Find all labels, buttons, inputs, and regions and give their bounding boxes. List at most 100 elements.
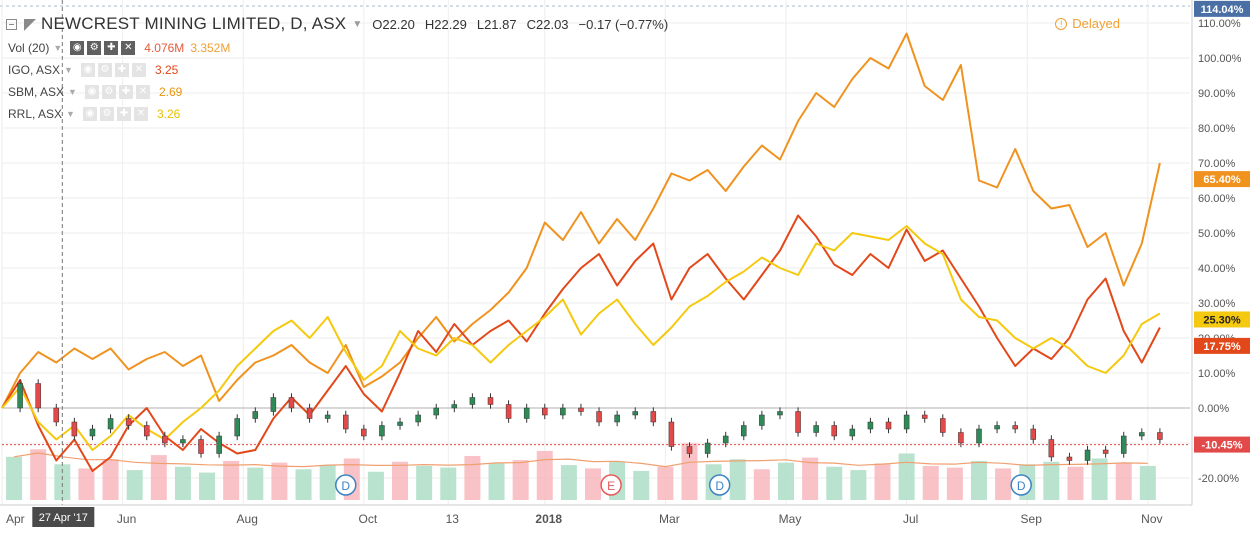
volume-bar xyxy=(585,468,602,500)
volume-bar xyxy=(1115,463,1132,500)
event-circle xyxy=(708,474,731,496)
volume-bar xyxy=(54,464,71,500)
candle-body xyxy=(1157,432,1163,440)
volume-bar xyxy=(319,465,336,500)
y-tick-label: 80.00% xyxy=(1198,123,1236,135)
y-tick-label: -20.00% xyxy=(1198,473,1239,485)
y-tick-label: 50.00% xyxy=(1198,228,1236,240)
volume-bar xyxy=(778,462,794,500)
event-marker: E xyxy=(600,474,622,496)
close-icon[interactable]: ✕ xyxy=(121,41,136,55)
candle-body xyxy=(885,421,892,430)
volume-ma-line xyxy=(14,452,1148,468)
candle-body xyxy=(252,411,259,419)
volume-bar xyxy=(1139,465,1156,500)
collapse-icon[interactable] xyxy=(6,18,17,30)
y-tick-label: 30.00% xyxy=(1198,298,1236,310)
ohlc-high: H22.29 xyxy=(424,16,467,32)
candle-body xyxy=(560,407,566,416)
volume-bar xyxy=(995,468,1012,500)
legend-label[interactable]: SBM, ASX xyxy=(8,85,65,99)
candle-body xyxy=(1084,449,1091,461)
legend-value: 3.26 xyxy=(156,107,181,121)
candle-body xyxy=(107,418,114,430)
eye-icon[interactable]: ◉ xyxy=(70,41,85,55)
x-tick-label: Apr xyxy=(6,512,25,526)
event-marker: D xyxy=(1010,474,1032,496)
legend-row-rrl[interactable]: RRL, ASX ▼ ◉ ⚙ ✚ ✕ 3.26 xyxy=(8,107,180,121)
x-tick-label: Sep xyxy=(1021,512,1043,526)
y-tick-label: 10.00% xyxy=(1198,368,1236,380)
eye-icon[interactable]: ◉ xyxy=(82,107,97,121)
price-change: −0.17 (−0.77%) xyxy=(578,16,669,32)
eye-icon[interactable]: ◉ xyxy=(80,63,95,77)
candle-body xyxy=(343,414,349,430)
event-marker: D xyxy=(335,474,357,496)
legend-value: 3.352M xyxy=(190,41,231,55)
legend-row-igo[interactable]: IGO, ASX ▼ ◉ ⚙ ✚ ✕ 3.25 xyxy=(8,63,178,77)
x-tick-label: 2018 xyxy=(535,512,562,526)
candle-body xyxy=(505,404,512,419)
crosshair-date-label: 27 Apr '17 xyxy=(39,512,88,524)
last-value-label: 65.40% xyxy=(1203,174,1241,186)
volume-bar xyxy=(488,463,505,500)
close-icon[interactable]: ✕ xyxy=(131,63,146,77)
chevron-down-icon[interactable]: ▼ xyxy=(352,18,363,30)
volume-bar xyxy=(681,443,698,500)
candle-body xyxy=(994,425,1000,430)
y-tick-label: 90.00% xyxy=(1198,88,1236,100)
candle-body xyxy=(578,407,584,412)
plus-icon[interactable]: ✚ xyxy=(116,107,131,121)
series-line xyxy=(1,225,1161,451)
volume-bar xyxy=(536,450,553,500)
gear-icon[interactable]: ⚙ xyxy=(97,63,112,77)
candle-body xyxy=(35,383,41,409)
x-tick-label: Oct xyxy=(359,512,378,526)
eye-icon[interactable]: ◉ xyxy=(84,85,99,99)
gear-icon[interactable]: ⚙ xyxy=(87,41,102,55)
event-label: D xyxy=(1017,479,1026,493)
candle-body xyxy=(668,421,675,447)
symbol-title[interactable]: NEWCREST MINING LIMITED, D, ASX xyxy=(41,14,347,33)
plus-icon[interactable]: ✚ xyxy=(118,85,133,99)
chart-header: NEWCREST MINING LIMITED, D, ASX ▼ O22.20… xyxy=(0,0,1190,140)
volume-bar xyxy=(199,472,216,500)
candle-body xyxy=(162,435,168,444)
delayed-indicator[interactable]: ! Delayed xyxy=(1055,16,1120,31)
last-value-label: -10.45% xyxy=(1202,440,1243,452)
y-tick-label: 40.00% xyxy=(1198,263,1236,275)
volume-bar xyxy=(102,459,119,500)
candle-body xyxy=(143,425,150,437)
candle-body xyxy=(125,418,132,426)
candle-body xyxy=(17,383,23,409)
legend-row-sbm[interactable]: SBM, ASX ▼ ◉ ⚙ ✚ ✕ 2.69 xyxy=(8,85,182,99)
legend-label[interactable]: RRL, ASX xyxy=(8,107,63,121)
candle-body xyxy=(1139,432,1145,437)
chevron-down-icon[interactable]: ▼ xyxy=(68,87,77,97)
legend-value: 3.25 xyxy=(154,63,179,77)
plus-icon[interactable]: ✚ xyxy=(114,63,129,77)
x-tick-label: Aug xyxy=(237,512,258,526)
gear-icon[interactable]: ⚙ xyxy=(101,85,116,99)
legend-label[interactable]: IGO, ASX xyxy=(8,63,61,77)
legend-label[interactable]: Vol (20) xyxy=(8,41,50,55)
x-tick-label: 13 xyxy=(446,512,460,526)
candle-body xyxy=(686,446,693,454)
close-icon[interactable]: ✕ xyxy=(133,107,148,121)
event-circle xyxy=(1010,474,1032,496)
chevron-down-icon[interactable]: ▼ xyxy=(53,43,63,53)
plus-icon[interactable]: ✚ xyxy=(104,41,119,55)
gear-icon[interactable]: ⚙ xyxy=(99,107,114,121)
close-icon[interactable]: ✕ xyxy=(135,85,150,99)
volume-bar xyxy=(416,465,433,500)
chevron-down-icon[interactable]: ▼ xyxy=(64,65,73,75)
candle-body xyxy=(415,414,421,423)
flag-icon[interactable] xyxy=(23,17,37,31)
volume-bar xyxy=(946,467,963,500)
candle-body xyxy=(614,414,620,423)
legend-row-volume[interactable]: Vol (20) ▼ ◉ ⚙ ✚ ✕ 4.076M 3.352M xyxy=(8,41,230,55)
volume-bar xyxy=(802,457,819,500)
chevron-down-icon[interactable]: ▼ xyxy=(66,109,75,119)
